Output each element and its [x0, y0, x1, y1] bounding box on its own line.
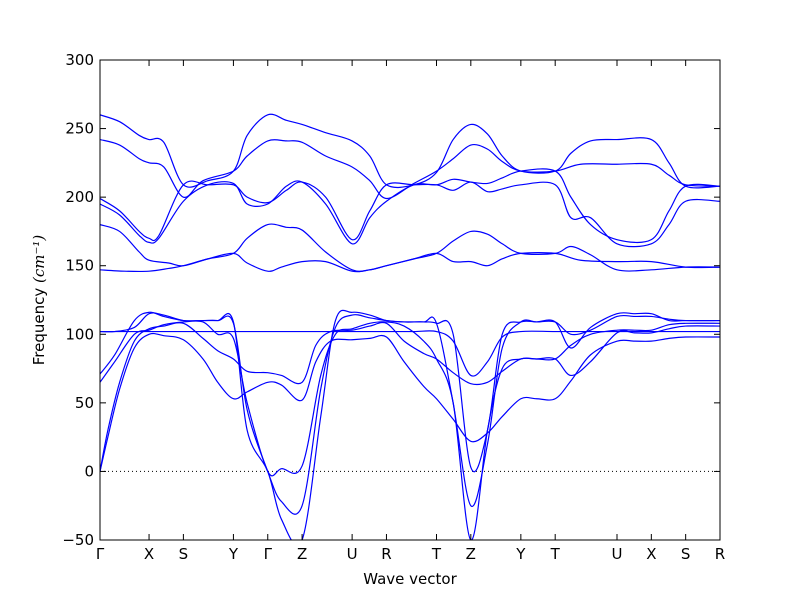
x-tick-label: Γ	[264, 545, 273, 563]
branch-line-6	[100, 330, 720, 377]
y-tick-label: −50	[62, 531, 94, 549]
y-tick-label: 50	[75, 394, 94, 412]
x-tick-label: S	[179, 545, 189, 563]
y-tick-label: 150	[65, 257, 94, 275]
phonon-branches	[100, 113, 720, 540]
y-tick-label: 100	[65, 325, 94, 343]
branch-line-5	[100, 309, 720, 540]
branch-line-12	[100, 113, 720, 189]
x-axis-label: Wave vector	[363, 570, 457, 588]
y-tick-label: 300	[65, 51, 94, 69]
x-tick-label: Z	[466, 545, 476, 563]
branch-line-1	[100, 332, 720, 472]
x-tick-label: T	[550, 545, 561, 563]
branch-line-3	[100, 320, 720, 540]
x-tick-label: T	[431, 545, 442, 563]
y-tick-label: 200	[65, 188, 94, 206]
x-tick-label: Z	[297, 545, 307, 563]
x-tick-label: S	[681, 545, 691, 563]
branch-line-8	[100, 223, 720, 272]
x-tick-label: Y	[515, 545, 526, 563]
x-tick-label: U	[612, 545, 623, 563]
x-tick-label: R	[381, 545, 391, 563]
plot-frame	[99, 59, 721, 541]
x-tick-label: U	[347, 545, 358, 563]
x-tick-label: X	[144, 545, 154, 563]
x-tick-label: Y	[228, 545, 239, 563]
x-tick-label: R	[715, 545, 725, 563]
x-tick-label: X	[646, 545, 656, 563]
branch-line-11	[100, 138, 720, 200]
branch-line-10	[100, 168, 720, 245]
x-tick-label: Γ	[96, 545, 105, 563]
y-axis-label: Frequency (cm⁻¹)	[30, 235, 48, 366]
y-tick-label: 250	[65, 120, 94, 138]
y-tick-label: 0	[84, 462, 94, 480]
tick-labels: −50 0 50 100 150 200 250 300 Γ X S Y Γ Z U R T Z Y T U X S R	[62, 51, 725, 563]
branch-line-2	[100, 321, 720, 472]
